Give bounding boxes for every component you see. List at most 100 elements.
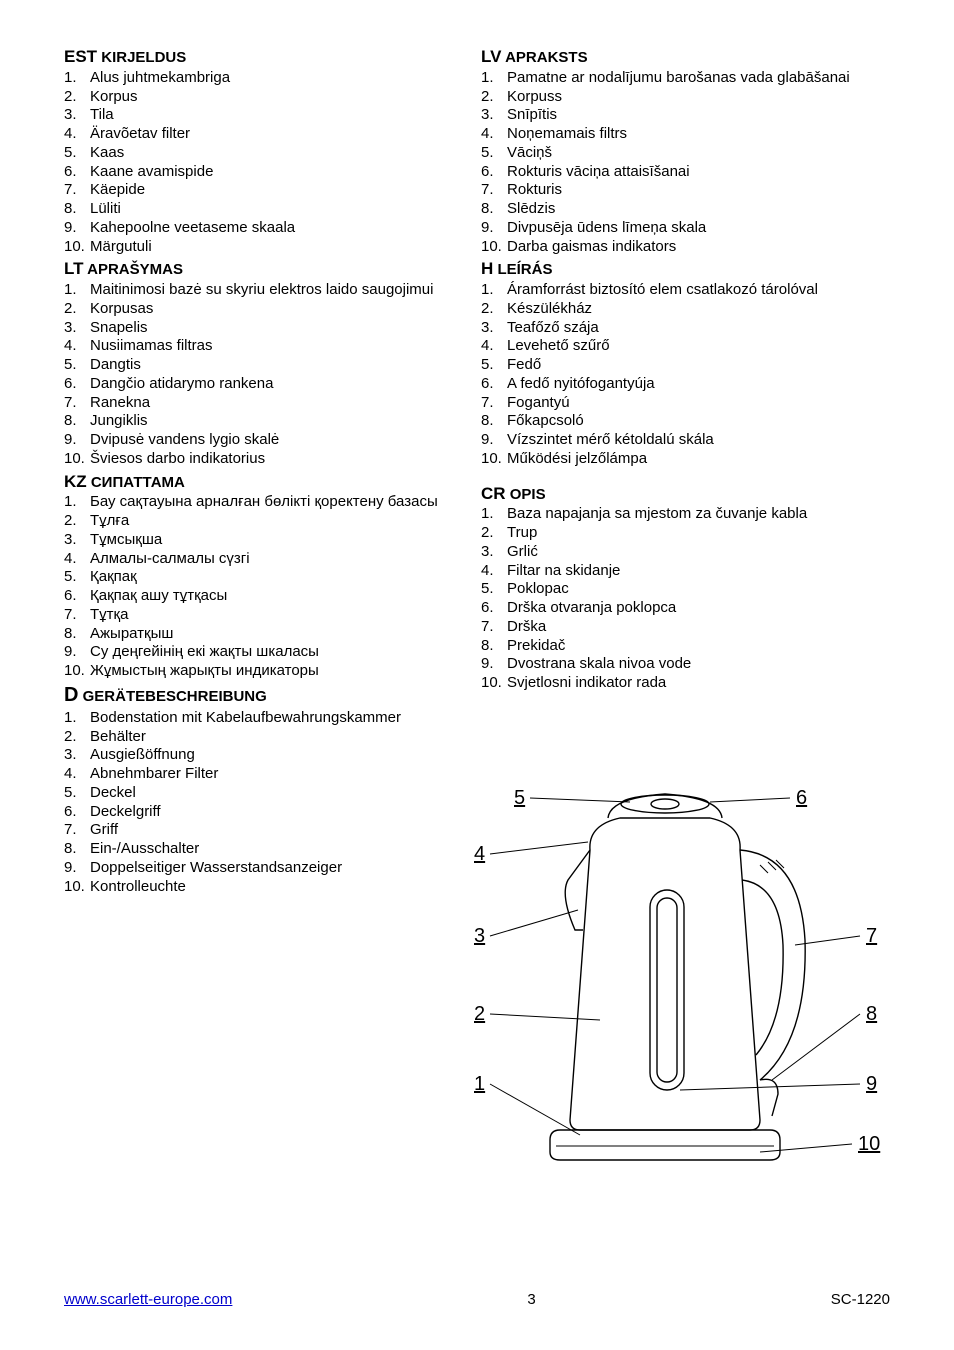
svg-text:4: 4 <box>474 843 485 865</box>
item-text: Korpusas <box>90 300 473 319</box>
section-label: LEÍRÁS <box>493 261 552 278</box>
list-item: 9.Kahepoolne veetaseme skaala <box>64 219 473 238</box>
section-title: CR OPIS <box>481 483 890 505</box>
lang-code: LV <box>481 47 501 66</box>
item-number: 4. <box>64 550 90 569</box>
item-text: Тұлға <box>90 512 473 531</box>
item-text: Főkapcsoló <box>507 412 890 431</box>
svg-text:3: 3 <box>474 925 485 947</box>
item-text: Drška otvaranja poklopca <box>507 599 890 618</box>
item-text: Тұмсықша <box>90 531 473 550</box>
item-text: Korpus <box>90 88 473 107</box>
list-item: 4.Äravõetav filter <box>64 125 473 144</box>
item-text: Griff <box>90 821 473 840</box>
section-label: GERÄTEBESCHREIBUNG <box>78 688 266 705</box>
item-number: 10. <box>64 238 90 257</box>
list-item: 1.Бау сақтауына арналған бөлікті қоректе… <box>64 493 473 512</box>
list-item: 8.Főkapcsoló <box>481 412 890 431</box>
item-text: Noņemamais filtrs <box>507 125 890 144</box>
list-item: 6.Dangčio atidarymo rankena <box>64 375 473 394</box>
lang-code: H <box>481 259 493 278</box>
footer-link[interactable]: www.scarlett-europe.com <box>64 1291 232 1310</box>
list-item: 5.Vāciņš <box>481 144 890 163</box>
item-number: 7. <box>481 618 507 637</box>
parts-list: 1.Baza napajanja sa mjestom za čuvanje k… <box>481 505 890 693</box>
list-item: 1.Alus juhtmekambriga <box>64 69 473 88</box>
item-text: Doppelseitiger Wasserstandsanzeiger <box>90 859 473 878</box>
list-item: 3.Snapelis <box>64 319 473 338</box>
list-item: 1.Áramforrást biztosító elem csatlakozó … <box>481 281 890 300</box>
section-title: H LEÍRÁS <box>481 258 890 280</box>
kettle-diagram: 54321678910 <box>460 780 890 1180</box>
item-text: Drška <box>507 618 890 637</box>
parts-list: 1.Бау сақтауына арналған бөлікті қоректе… <box>64 493 473 681</box>
item-text: Működési jelzőlámpa <box>507 450 890 469</box>
item-number: 4. <box>481 125 507 144</box>
item-number: 10. <box>64 662 90 681</box>
item-text: Бау сақтауына арналған бөлікті қоректену… <box>90 493 473 512</box>
item-text: Kontrolleuchte <box>90 878 473 897</box>
item-number: 2. <box>481 300 507 319</box>
item-text: Lüliti <box>90 200 473 219</box>
left-column: EST KIRJELDUS1.Alus juhtmekambriga2.Korp… <box>64 44 473 898</box>
item-number: 2. <box>64 512 90 531</box>
item-number: 8. <box>64 840 90 859</box>
item-number: 6. <box>481 599 507 618</box>
item-number: 10. <box>64 450 90 469</box>
parts-list: 1.Maitinimosi bazė su skyriu elektros la… <box>64 281 473 469</box>
item-number: 8. <box>481 200 507 219</box>
item-text: Divpusēja ūdens līmeņa skala <box>507 219 890 238</box>
item-text: Áramforrást biztosító elem csatlakozó tá… <box>507 281 890 300</box>
list-item: 4.Noņemamais filtrs <box>481 125 890 144</box>
section-label: СИПАТТАМА <box>87 474 185 491</box>
item-text: Kaane avamispide <box>90 163 473 182</box>
list-item: 4.Levehető szűrő <box>481 337 890 356</box>
list-item: 10.Kontrolleuchte <box>64 878 473 897</box>
item-text: Fedő <box>507 356 890 375</box>
item-number: 7. <box>64 181 90 200</box>
list-item: 3.Tila <box>64 106 473 125</box>
item-number: 7. <box>64 394 90 413</box>
list-item: 10.Működési jelzőlámpa <box>481 450 890 469</box>
list-item: 7.Griff <box>64 821 473 840</box>
item-text: Svjetlosni indikator rada <box>507 674 890 693</box>
item-number: 2. <box>481 524 507 543</box>
item-text: Abnehmbarer Filter <box>90 765 473 784</box>
item-number: 9. <box>481 655 507 674</box>
list-item: 5.Deckel <box>64 784 473 803</box>
item-text: Тұтқа <box>90 606 473 625</box>
item-number: 5. <box>64 784 90 803</box>
list-item: 1.Pamatne ar nodalījumu barošanas vada g… <box>481 69 890 88</box>
list-item: 9.Dvipusė vandens lygio skalė <box>64 431 473 450</box>
item-text: Märgutuli <box>90 238 473 257</box>
svg-text:9: 9 <box>866 1073 877 1095</box>
lang-code: KZ <box>64 472 87 491</box>
list-item: 6.Drška otvaranja poklopca <box>481 599 890 618</box>
list-item: 5.Қақпақ <box>64 568 473 587</box>
item-number: 6. <box>481 163 507 182</box>
list-item: 7.Тұтқа <box>64 606 473 625</box>
item-text: Korpuss <box>507 88 890 107</box>
item-text: Snapelis <box>90 319 473 338</box>
list-item: 9.Су деңгейінің екі жақты шкаласы <box>64 643 473 662</box>
list-item: 1.Baza napajanja sa mjestom za čuvanje k… <box>481 505 890 524</box>
parts-list: 1.Bodenstation mit Kabelaufbewahrungskam… <box>64 709 473 897</box>
item-number: 9. <box>64 431 90 450</box>
list-item: 4.Nusiimamas filtras <box>64 337 473 356</box>
description-section: LV APRAKSTS1.Pamatne ar nodalījumu baroš… <box>481 46 890 256</box>
item-text: Levehető szűrő <box>507 337 890 356</box>
item-text: Äravõetav filter <box>90 125 473 144</box>
item-number: 5. <box>64 568 90 587</box>
item-number: 1. <box>481 69 507 88</box>
list-item: 8.Ein-/Ausschalter <box>64 840 473 859</box>
item-text: Ein-/Ausschalter <box>90 840 473 859</box>
list-item: 2.Készülékház <box>481 300 890 319</box>
item-text: Slēdzis <box>507 200 890 219</box>
section-title: LV APRAKSTS <box>481 46 890 68</box>
item-text: Су деңгейінің екі жақты шкаласы <box>90 643 473 662</box>
item-number: 2. <box>64 88 90 107</box>
svg-text:7: 7 <box>866 925 877 947</box>
item-number: 3. <box>64 106 90 125</box>
description-section: D GERÄTEBESCHREIBUNG1.Bodenstation mit K… <box>64 683 473 897</box>
item-number: 2. <box>481 88 507 107</box>
